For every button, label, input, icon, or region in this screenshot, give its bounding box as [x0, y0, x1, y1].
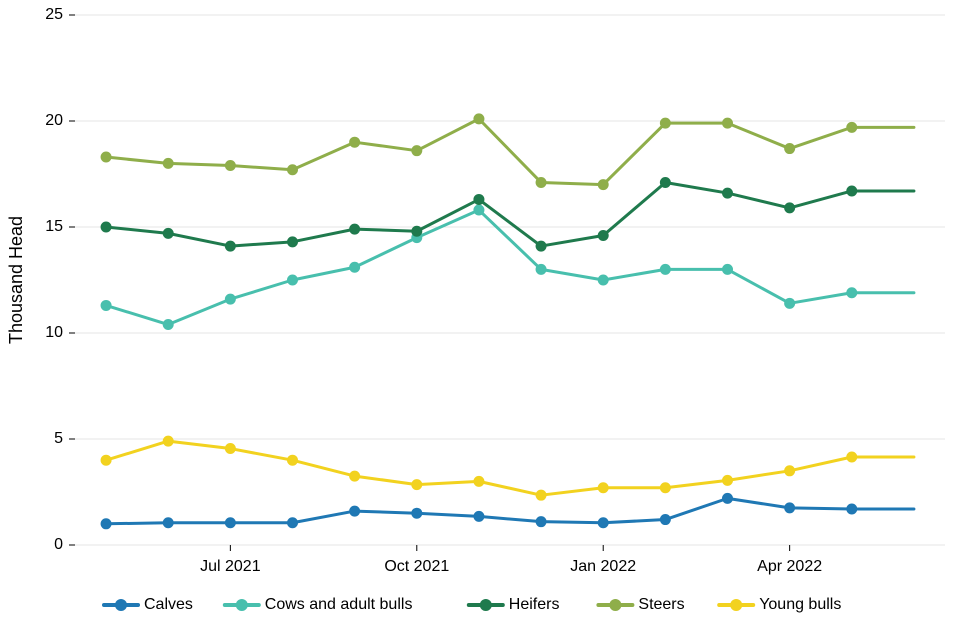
series-marker-cows	[474, 205, 484, 215]
series-marker-heifers	[536, 241, 546, 251]
series-marker-heifers	[412, 226, 422, 236]
series-marker-steers	[723, 118, 733, 128]
series-marker-calves	[101, 519, 111, 529]
series-marker-calves	[350, 506, 360, 516]
series-marker-calves	[847, 504, 857, 514]
y-axis-label: Thousand Head	[6, 216, 26, 344]
series-marker-calves	[225, 518, 235, 528]
series-marker-young	[847, 452, 857, 462]
x-tick-label: Jan 2022	[570, 558, 636, 575]
series-marker-calves	[723, 493, 733, 503]
series-marker-young	[163, 436, 173, 446]
legend-label: Calves	[144, 596, 193, 613]
series-marker-steers	[101, 152, 111, 162]
series-marker-heifers	[474, 194, 484, 204]
series-marker-calves	[412, 508, 422, 518]
series-marker-calves	[598, 518, 608, 528]
series-marker-cows	[163, 320, 173, 330]
series-marker-steers	[598, 180, 608, 190]
series-marker-steers	[288, 165, 298, 175]
series-marker-cows	[660, 264, 670, 274]
series-marker-cows	[350, 262, 360, 272]
series-marker-steers	[163, 158, 173, 168]
series-marker-steers	[660, 118, 670, 128]
chart-background	[0, 0, 960, 640]
series-marker-heifers	[225, 241, 235, 251]
series-marker-young	[536, 490, 546, 500]
series-marker-young	[288, 455, 298, 465]
legend-swatch-marker	[480, 599, 492, 611]
series-marker-calves	[288, 518, 298, 528]
legend-label: Steers	[638, 596, 684, 613]
series-marker-young	[101, 455, 111, 465]
series-marker-young	[723, 475, 733, 485]
series-marker-cows	[847, 288, 857, 298]
series-marker-steers	[785, 144, 795, 154]
series-marker-steers	[350, 137, 360, 147]
y-tick-label: 25	[45, 6, 63, 23]
series-marker-heifers	[288, 237, 298, 247]
series-marker-steers	[536, 177, 546, 187]
series-marker-young	[660, 483, 670, 493]
series-marker-calves	[660, 515, 670, 525]
series-marker-cows	[598, 275, 608, 285]
series-marker-cows	[101, 300, 111, 310]
series-marker-calves	[163, 518, 173, 528]
series-marker-young	[350, 471, 360, 481]
y-tick-label: 10	[45, 324, 63, 341]
legend-label: Heifers	[509, 596, 560, 613]
series-marker-steers	[225, 161, 235, 171]
series-marker-cows	[225, 294, 235, 304]
series-marker-cows	[785, 298, 795, 308]
series-marker-steers	[412, 146, 422, 156]
series-marker-young	[474, 476, 484, 486]
series-marker-heifers	[785, 203, 795, 213]
series-marker-heifers	[101, 222, 111, 232]
legend-label: Young bulls	[759, 596, 841, 613]
y-tick-label: 15	[45, 218, 63, 235]
series-marker-heifers	[847, 186, 857, 196]
x-tick-label: Jul 2021	[200, 558, 261, 575]
legend-swatch-marker	[730, 599, 742, 611]
series-marker-heifers	[350, 224, 360, 234]
series-marker-heifers	[723, 188, 733, 198]
legend-swatch-marker	[609, 599, 621, 611]
y-tick-label: 20	[45, 112, 63, 129]
y-tick-label: 5	[54, 430, 63, 447]
x-tick-label: Oct 2021	[384, 558, 449, 575]
legend-swatch-marker	[236, 599, 248, 611]
line-chart: 0 5 10 15 20 25 Jul 2021 Oct 2021 Jan 2022 Apr 20…	[0, 0, 960, 640]
series-marker-cows	[536, 264, 546, 274]
series-marker-heifers	[163, 228, 173, 238]
series-marker-steers	[474, 114, 484, 124]
legend-swatch-marker	[115, 599, 127, 611]
series-marker-calves	[785, 503, 795, 513]
series-marker-young	[225, 444, 235, 454]
series-marker-young	[598, 483, 608, 493]
series-marker-heifers	[598, 230, 608, 240]
series-marker-young	[412, 480, 422, 490]
chart-container: 0 5 10 15 20 25 Jul 2021 Oct 2021 Jan 2022 Apr 20…	[0, 0, 960, 640]
legend-label: Cows and adult bulls	[265, 596, 413, 613]
series-marker-cows	[723, 264, 733, 274]
series-marker-cows	[288, 275, 298, 285]
series-marker-young	[785, 466, 795, 476]
series-marker-calves	[536, 517, 546, 527]
series-marker-steers	[847, 122, 857, 132]
series-marker-calves	[474, 511, 484, 521]
series-marker-heifers	[660, 177, 670, 187]
y-tick-label: 0	[54, 536, 63, 553]
x-tick-label: Apr 2022	[757, 558, 822, 575]
